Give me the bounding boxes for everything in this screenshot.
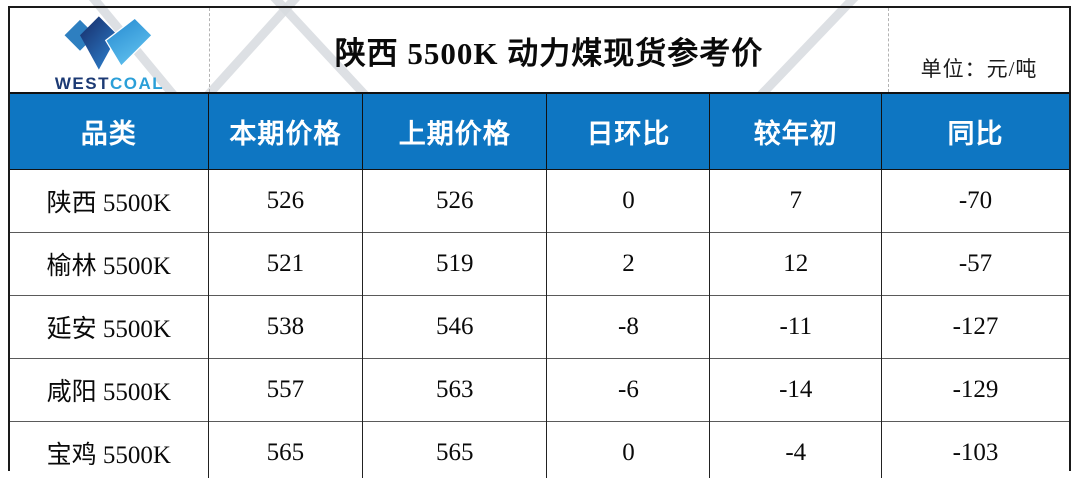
table-row: 延安 5500K 538 546 -8 -11 -127 xyxy=(10,295,1069,359)
westcoal-logo-icon xyxy=(64,15,153,70)
cell-previous: 563 xyxy=(362,358,548,422)
cell-yoy: -103 xyxy=(881,421,1069,478)
cell-previous: 546 xyxy=(362,295,548,359)
page-title: 陕西 5500K 动力煤现货参考价 xyxy=(210,8,889,92)
cell-category: 榆林 5500K xyxy=(10,232,209,296)
column-header-previous: 上期价格 xyxy=(362,92,548,170)
brand-band: WESTCOAL 陕西 5500K 动力煤现货参考价 单位：元/吨 xyxy=(10,8,1069,92)
cell-current: 565 xyxy=(207,421,364,478)
cell-ytd: 12 xyxy=(709,232,883,296)
cell-current: 526 xyxy=(207,169,364,233)
column-header-ytd: 较年初 xyxy=(709,92,883,170)
cell-current: 521 xyxy=(207,232,364,296)
column-header-current: 本期价格 xyxy=(207,92,364,170)
cell-ytd: -14 xyxy=(709,358,883,422)
unit-label: 单位：元/吨 xyxy=(920,57,1038,81)
cell-yoy: -127 xyxy=(881,295,1069,359)
price-table: 品类 本期价格 上期价格 日环比 较年初 同比 陕西 5500K 526 526… xyxy=(10,92,1069,478)
cell-category: 宝鸡 5500K xyxy=(10,421,209,478)
cell-yoy: -129 xyxy=(881,358,1069,422)
cell-current: 557 xyxy=(207,358,364,422)
column-header-dod: 日环比 xyxy=(546,92,711,170)
column-header-yoy: 同比 xyxy=(881,92,1069,170)
cell-yoy: -57 xyxy=(881,232,1069,296)
cell-dod: 0 xyxy=(546,421,711,478)
cell-yoy: -70 xyxy=(881,169,1069,233)
cell-previous: 519 xyxy=(362,232,548,296)
table-row: 宝鸡 5500K 565 565 0 -4 -103 xyxy=(10,421,1069,478)
logo-text-coal: COAL xyxy=(109,73,165,93)
table-row: 陕西 5500K 526 526 0 7 -70 xyxy=(10,169,1069,233)
logo-wordmark: WESTCOAL xyxy=(55,75,164,92)
table-header-row: 品类 本期价格 上期价格 日环比 较年初 同比 xyxy=(10,92,1069,170)
cell-dod: -6 xyxy=(546,358,711,422)
cell-ytd: 7 xyxy=(709,169,883,233)
cell-ytd: -11 xyxy=(709,295,883,359)
cell-category: 延安 5500K xyxy=(10,295,209,359)
cell-dod: -8 xyxy=(546,295,711,359)
cell-ytd: -4 xyxy=(709,421,883,478)
price-table-card: WESTCOAL 陕西 5500K 动力煤现货参考价 单位：元/吨 品类 本期价… xyxy=(8,6,1071,478)
cell-current: 538 xyxy=(207,295,364,359)
table-row: 咸阳 5500K 557 563 -6 -14 -129 xyxy=(10,358,1069,422)
cell-category: 咸阳 5500K xyxy=(10,358,209,422)
logo-cell: WESTCOAL xyxy=(10,8,210,92)
cell-previous: 565 xyxy=(362,421,548,478)
cell-dod: 0 xyxy=(546,169,711,233)
column-header-category: 品类 xyxy=(10,92,209,170)
cell-dod: 2 xyxy=(546,232,711,296)
cell-category: 陕西 5500K xyxy=(10,169,209,233)
cell-previous: 526 xyxy=(362,169,548,233)
logo-text-west: WEST xyxy=(54,73,110,93)
table-row: 榆林 5500K 521 519 2 12 -57 xyxy=(10,232,1069,296)
